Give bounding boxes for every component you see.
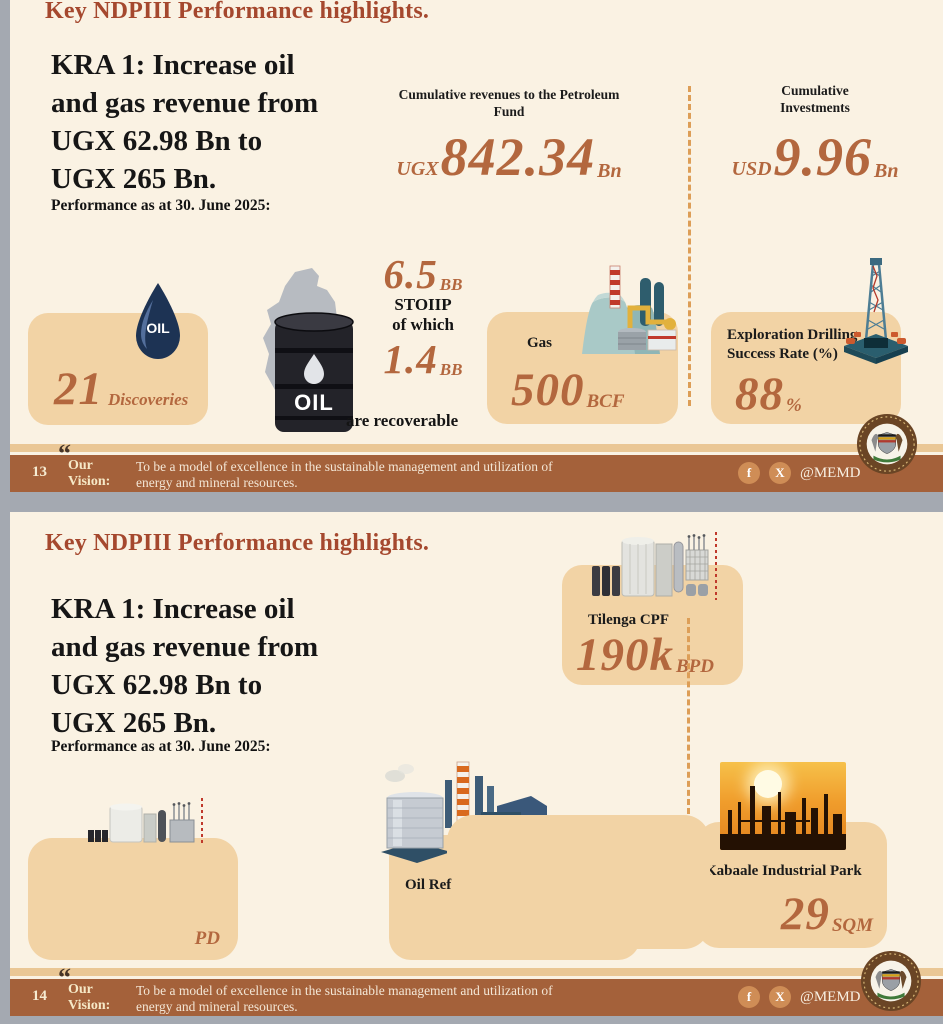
pd-label: PD — [194, 928, 220, 949]
social-handle: @MEMD — [800, 464, 861, 481]
petroleum-fund-value: UGX 842.34 Bn — [396, 127, 622, 187]
pd-plant-icon — [88, 798, 203, 844]
stoiip-label: STOIIP — [394, 295, 452, 314]
ministry-logo — [856, 413, 918, 475]
dashed-connector-line — [687, 618, 690, 814]
slide-title: Key NDPIII Performance highlights. — [45, 530, 430, 556]
social-links: f X @MEMD — [738, 462, 860, 484]
petroleum-fund-label: Cumulative revenues to the Petroleum Fun… — [398, 87, 620, 119]
pd-card: PD — [28, 838, 238, 960]
oil-barrel-icon: OIL — [274, 312, 354, 432]
kra-line: and gas revenue from — [51, 631, 319, 663]
svg-text:OIL: OIL — [294, 390, 334, 415]
sun — [754, 770, 782, 798]
kra-objective-text: KRA 1: Increase oil and gas revenue from… — [51, 46, 318, 198]
kra-line: UGX 62.98 Bn to — [51, 669, 263, 701]
vision-label: Our Vision: — [68, 982, 111, 1013]
kra-line: UGX 265 Bn. — [51, 163, 217, 195]
drilling-rig-icon — [844, 258, 908, 364]
discoveries-value: 21 Discoveries — [54, 363, 189, 415]
gas-value: 500 BCF — [511, 364, 625, 416]
gas-label: Gas — [527, 335, 553, 351]
tilenga-label: Tilenga CPF — [588, 612, 669, 628]
footer-bar: 14 “ Our Vision: To be a model of excell… — [10, 963, 943, 1016]
kra-objective-text: KRA 1: Increase oil and gas revenue from… — [51, 590, 318, 742]
industrial-silhouette — [720, 786, 846, 850]
slide-1: Key NDPIII Performance highlights. KRA 1… — [10, 0, 943, 492]
investments-label: Cumulative Investments — [780, 83, 850, 115]
footer-accent-stripe — [10, 968, 943, 976]
ministry-logo — [860, 950, 922, 1012]
kra-line: UGX 62.98 Bn to — [51, 125, 263, 157]
tilenga-cpf-card: Tilenga CPF 190k BPD — [562, 565, 743, 685]
stoiip-value: 6.5 BB — [383, 251, 463, 297]
drilling-success-value: 88 % — [735, 368, 802, 420]
page-number: 14 — [32, 988, 47, 1004]
x-twitter-icon[interactable]: X — [769, 986, 791, 1008]
page-number: 13 — [32, 464, 47, 480]
kra-line: KRA 1: Increase oil — [51, 593, 295, 625]
gas-plant-icon — [582, 265, 677, 354]
kabaale-sunset-image — [720, 762, 846, 850]
recoverable-value: 1.4 BB — [383, 336, 463, 382]
kra-line: KRA 1: Increase oil — [51, 49, 295, 81]
svg-text:OIL: OIL — [146, 320, 170, 336]
tilenga-cpf-plant-icon — [592, 532, 717, 600]
investments-value: USD 9.96 Bn — [731, 127, 899, 187]
facebook-icon[interactable]: f — [738, 986, 760, 1008]
overlay-card — [447, 815, 710, 949]
kra-line: and gas revenue from — [51, 87, 319, 119]
kabaale-label: Kabaale Industrial Park — [705, 863, 862, 879]
x-twitter-icon[interactable]: X — [769, 462, 791, 484]
footer-accent-stripe — [10, 444, 943, 452]
facebook-icon[interactable]: f — [738, 462, 760, 484]
vision-label: Our Vision: — [68, 458, 111, 489]
dashed-divider — [688, 86, 691, 406]
recoverable-label: are recoverable — [346, 411, 459, 430]
drilling-success-card: Exploration Drilling Success Rate (%) 88… — [711, 312, 901, 424]
quote-mark: “ — [58, 439, 71, 468]
kabaale-value: 29 SQM — [780, 888, 873, 940]
quote-mark: “ — [58, 963, 71, 992]
oil-drop-icon: OIL — [136, 283, 180, 359]
vision-text: To be a model of excellence in the susta… — [136, 983, 553, 1014]
performance-date-label: Performance as at 30. June 2025: — [51, 197, 271, 214]
stoiip-stat: 6.5 BB STOIIP of which 1.4 BB — [358, 254, 488, 380]
performance-date-label: Performance as at 30. June 2025: — [51, 738, 271, 755]
slide-title: Key NDPIII Performance highlights. — [45, 0, 430, 24]
footer-bar: 13 “ Our Vision: To be a model of excell… — [10, 439, 943, 492]
vision-text: To be a model of excellence in the susta… — [136, 459, 553, 490]
tilenga-value: 190k BPD — [576, 629, 714, 681]
petroleum-fund-stat: Cumulative revenues to the Petroleum Fun… — [378, 86, 640, 184]
social-links: f X @MEMD — [738, 986, 860, 1008]
investments-stat: Cumulative Investments USD 9.96 Bn — [710, 82, 920, 184]
slide-2: Key NDPIII Performance highlights. KRA 1… — [10, 512, 943, 1016]
drilling-success-label: Exploration Drilling Success Rate (%) — [727, 327, 858, 362]
kra-line: UGX 265 Bn. — [51, 707, 217, 739]
social-handle: @MEMD — [800, 988, 861, 1005]
oil-refinery-label: Oil Ref — [405, 877, 452, 893]
of-which-label: of which — [392, 315, 454, 334]
